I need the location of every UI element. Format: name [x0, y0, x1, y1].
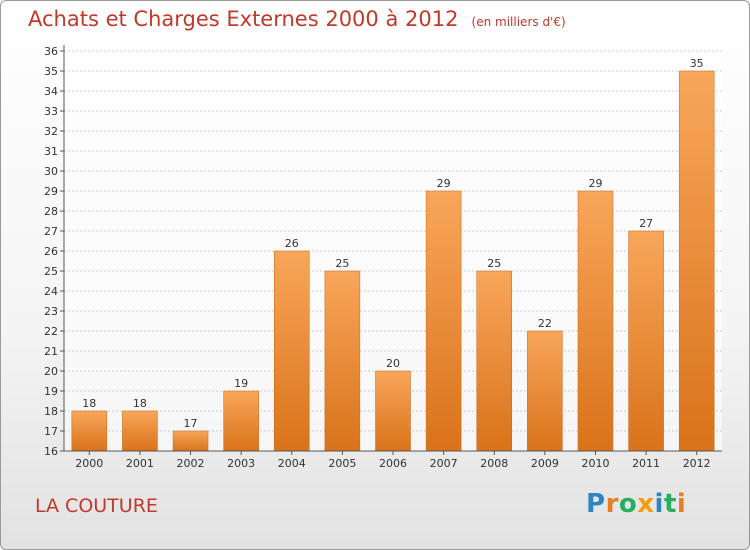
- bar: [274, 250, 310, 452]
- bar: [71, 410, 108, 452]
- x-tick-label: 2001: [126, 457, 154, 470]
- y-tick-label: 26: [44, 245, 58, 258]
- chart-title-block: Achats et Charges Externes 2000 à 2012 (…: [28, 7, 566, 31]
- data-label: 19: [234, 377, 248, 390]
- data-label: 27: [639, 217, 653, 230]
- x-tick-label: 2004: [278, 457, 306, 470]
- logo-letter: i: [676, 489, 687, 519]
- logo-letter: i: [654, 489, 664, 519]
- bar: [527, 330, 563, 452]
- y-tick-label: 18: [44, 405, 58, 418]
- y-tick-label: 32: [44, 125, 58, 138]
- x-tick-label: 2000: [75, 457, 103, 470]
- data-label: 29: [588, 177, 602, 190]
- y-tick-label: 34: [44, 85, 58, 98]
- bar: [375, 370, 411, 452]
- data-label: 26: [285, 237, 299, 250]
- logo-letter: r: [605, 489, 619, 519]
- bar: [324, 270, 361, 452]
- y-tick-label: 19: [44, 385, 58, 398]
- x-tick-label: 2003: [227, 457, 255, 470]
- x-tick-label: 2012: [683, 457, 711, 470]
- bar: [577, 190, 614, 452]
- y-tick-label: 17: [44, 425, 58, 438]
- y-tick-label: 33: [44, 105, 58, 118]
- logo-letter: o: [618, 489, 638, 519]
- x-tick-label: 2002: [177, 457, 205, 470]
- bar: [476, 270, 512, 452]
- data-label: 20: [386, 357, 400, 370]
- logo-letter: x: [637, 489, 655, 519]
- y-tick-label: 21: [44, 345, 58, 358]
- bar: [172, 430, 209, 452]
- y-tick-label: 24: [44, 285, 58, 298]
- bar: [678, 70, 715, 452]
- data-label: 18: [133, 397, 147, 410]
- y-tick-label: 29: [44, 185, 58, 198]
- x-tick-label: 2010: [581, 457, 609, 470]
- data-label: 25: [335, 257, 349, 270]
- y-tick-label: 35: [44, 65, 58, 78]
- data-label: 22: [538, 317, 552, 330]
- y-tick-label: 31: [44, 145, 58, 158]
- x-tick-label: 2006: [379, 457, 407, 470]
- bar: [122, 410, 158, 452]
- y-tick-label: 20: [44, 365, 58, 378]
- bar: [223, 390, 259, 452]
- data-label: 17: [184, 417, 198, 430]
- y-tick-label: 16: [44, 445, 58, 458]
- proxiti-logo: Proxiti: [586, 489, 686, 519]
- x-tick-label: 2007: [430, 457, 458, 470]
- data-label: 29: [437, 177, 451, 190]
- y-tick-label: 27: [44, 225, 58, 238]
- logo-letter: t: [663, 489, 677, 519]
- x-tick-label: 2009: [531, 457, 559, 470]
- data-label: 25: [487, 257, 501, 270]
- x-tick-label: 2008: [480, 457, 508, 470]
- y-tick-label: 30: [44, 165, 58, 178]
- x-tick-label: 2011: [632, 457, 660, 470]
- bar: [628, 230, 664, 452]
- commune-name: LA COUTURE: [35, 495, 158, 517]
- data-label: 35: [690, 57, 704, 70]
- chart-unit: (en milliers d'€): [471, 15, 566, 29]
- y-tick-label: 25: [44, 265, 58, 278]
- x-tick-label: 2005: [328, 457, 356, 470]
- chart-title: Achats et Charges Externes 2000 à 2012: [28, 7, 459, 31]
- y-tick-label: 28: [44, 205, 58, 218]
- bar: [425, 190, 462, 452]
- data-label: 18: [82, 397, 96, 410]
- y-tick-label: 22: [44, 325, 58, 338]
- y-tick-label: 23: [44, 305, 58, 318]
- logo-letter: P: [586, 489, 606, 519]
- y-tick-label: 36: [44, 45, 58, 58]
